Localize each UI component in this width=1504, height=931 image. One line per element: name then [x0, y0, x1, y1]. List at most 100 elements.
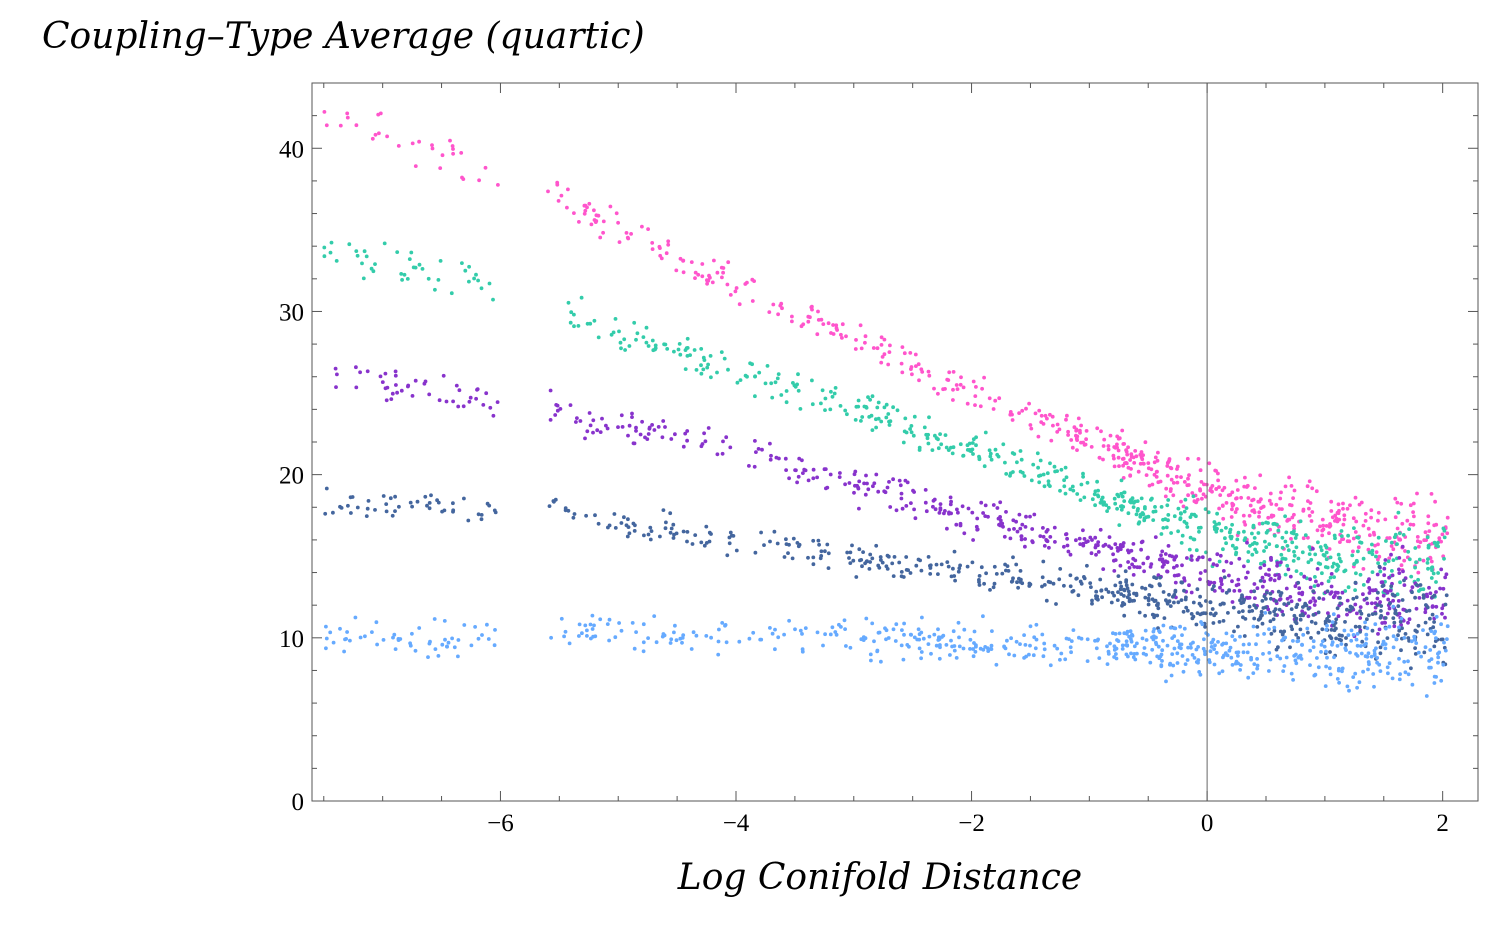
data-point [690, 542, 695, 546]
data-point [1115, 492, 1120, 497]
data-point [1365, 617, 1369, 622]
data-point [1094, 646, 1099, 651]
data-point [659, 256, 664, 261]
data-point [1297, 591, 1302, 596]
data-point [1406, 672, 1411, 677]
data-point [1310, 510, 1315, 514]
data-point [1410, 682, 1415, 687]
data-point [724, 640, 729, 645]
data-point [663, 425, 667, 429]
data-point [1402, 636, 1407, 640]
data-point [1234, 552, 1238, 557]
data-point [598, 617, 603, 622]
data-point [1018, 469, 1023, 474]
data-point [1315, 567, 1320, 571]
data-point [991, 407, 996, 411]
data-point [1328, 650, 1332, 654]
data-point [876, 489, 881, 494]
data-point [437, 398, 442, 403]
data-point [1044, 529, 1049, 534]
data-point [823, 632, 827, 637]
data-point [1230, 503, 1235, 508]
data-point [998, 500, 1003, 505]
data-point [467, 264, 471, 269]
data-point [716, 652, 721, 657]
data-point [1398, 672, 1402, 676]
data-point [816, 309, 820, 314]
data-point [970, 510, 975, 515]
data-point [1368, 533, 1372, 538]
data-point [1085, 480, 1090, 485]
data-point [884, 415, 889, 420]
data-point [1141, 453, 1145, 457]
data-point [399, 272, 404, 276]
data-point [1190, 616, 1195, 621]
data-point [1115, 506, 1119, 511]
data-point [1383, 561, 1387, 566]
data-point [344, 637, 348, 641]
data-point [1166, 498, 1171, 502]
data-point [875, 649, 880, 654]
data-point [1118, 563, 1123, 568]
data-point [892, 555, 897, 559]
data-point [770, 631, 775, 636]
data-point [720, 275, 724, 280]
data-point [1434, 636, 1438, 640]
data-point [1059, 467, 1064, 472]
data-point [692, 348, 697, 352]
data-point [1178, 624, 1182, 629]
data-point [1170, 554, 1174, 559]
data-point [1049, 438, 1054, 443]
data-point [1141, 561, 1146, 566]
data-point [1430, 612, 1435, 617]
data-point [1213, 643, 1217, 648]
x-tick-label: −4 [723, 810, 750, 837]
data-point [1068, 584, 1073, 589]
data-point [1272, 533, 1277, 538]
data-point [1143, 595, 1148, 600]
data-point [1112, 445, 1117, 449]
data-point [1355, 535, 1359, 540]
data-point [626, 433, 630, 438]
data-point [1415, 539, 1420, 544]
data-point [970, 441, 975, 445]
data-point [1184, 506, 1189, 510]
data-point [1132, 652, 1137, 656]
series-light-blue [324, 604, 1450, 698]
data-point [1252, 582, 1257, 586]
data-point [348, 495, 353, 500]
data-point [753, 374, 757, 379]
data-point [1325, 565, 1330, 570]
data-point [1242, 564, 1246, 569]
data-point [1105, 662, 1110, 666]
data-point [1174, 474, 1179, 479]
data-point [1301, 509, 1306, 513]
data-point [1432, 593, 1437, 598]
data-point [1121, 544, 1125, 549]
data-point [1425, 632, 1430, 637]
data-point [592, 318, 597, 323]
data-point [491, 413, 496, 418]
data-point [838, 471, 842, 475]
data-point [1276, 573, 1281, 577]
data-point [616, 220, 620, 225]
data-point [1351, 516, 1356, 521]
data-point [1165, 464, 1170, 468]
data-point [1106, 505, 1111, 510]
data-point [1413, 652, 1418, 656]
data-point [868, 552, 873, 557]
data-point [1246, 559, 1250, 564]
data-point [926, 642, 931, 646]
data-point [705, 281, 709, 286]
data-point [1411, 510, 1415, 514]
data-point [1248, 543, 1252, 548]
data-point [1354, 571, 1358, 576]
data-point [991, 585, 996, 590]
data-point [1428, 648, 1433, 652]
data-point [1301, 613, 1306, 618]
data-point [815, 475, 819, 480]
data-point [373, 262, 377, 266]
data-point [1218, 585, 1222, 590]
data-point [1207, 461, 1212, 466]
